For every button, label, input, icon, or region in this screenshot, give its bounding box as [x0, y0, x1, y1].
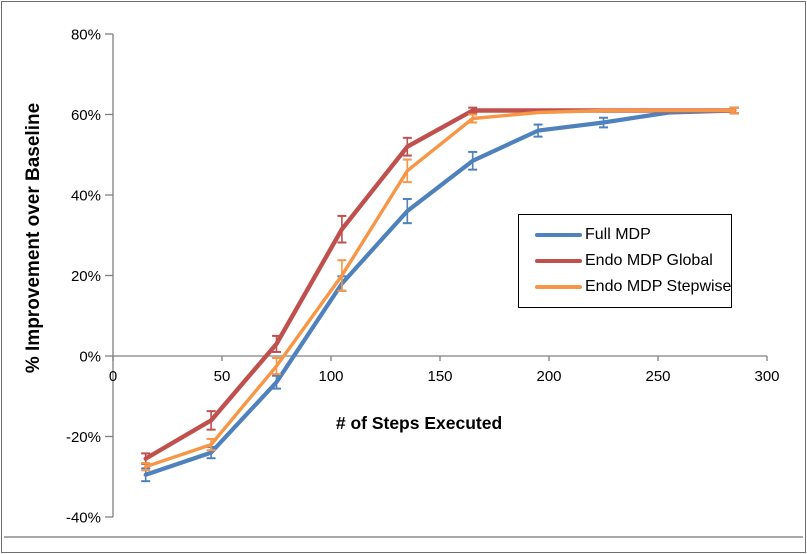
- legend-line-sample-blue: [535, 232, 582, 238]
- x-axis-tick-label: 300: [754, 368, 779, 385]
- legend-entry-endo-mdp-global: Endo MDP Global: [519, 252, 731, 270]
- chart-legend: Full MDP Endo MDP Global Endo MDP Stepwi…: [518, 214, 732, 308]
- x-axis-tick-label: 200: [536, 368, 561, 385]
- x-axis-title: # of Steps Executed: [336, 413, 502, 433]
- x-axis-tick-label: 0: [109, 368, 117, 385]
- y-axis-tick-label: 0%: [79, 349, 101, 366]
- legend-label: Full MDP: [585, 226, 651, 243]
- legend-entry-full-mdp: Full MDP: [519, 226, 731, 244]
- legend-line-sample-red: [535, 258, 582, 264]
- y-axis-tick-label: -20%: [66, 429, 101, 446]
- x-axis-tick-label: 50: [214, 368, 231, 385]
- y-axis-title: % Improvement over Baseline: [23, 103, 44, 373]
- legend-line-sample-orange: [535, 284, 582, 290]
- legend-entry-endo-mdp-stepwise: Endo MDP Stepwise: [519, 278, 731, 296]
- figure-bottom-rule: [4, 536, 803, 539]
- y-axis-tick-label: -40%: [66, 510, 101, 527]
- y-axis-tick-label: 60%: [71, 107, 101, 124]
- legend-label: Endo MDP Stepwise: [585, 278, 732, 295]
- x-axis-tick-label: 150: [427, 368, 452, 385]
- y-axis-tick-label: 80%: [71, 27, 101, 44]
- y-axis-tick-label: 40%: [71, 188, 101, 205]
- series-line-endo-mdp-stepwise: [143, 108, 736, 469]
- series-line-full-mdp: [143, 108, 737, 477]
- legend-label: Endo MDP Global: [585, 252, 713, 269]
- x-axis-tick-label: 100: [318, 368, 343, 385]
- x-axis-tick-label: 250: [645, 368, 670, 385]
- y-axis-tick-label: 20%: [71, 268, 101, 285]
